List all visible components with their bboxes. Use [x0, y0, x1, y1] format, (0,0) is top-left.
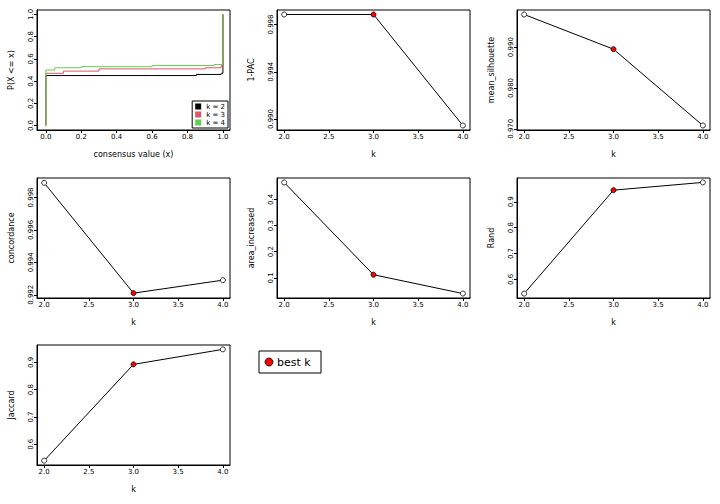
svg-text:1.0: 1.0	[27, 9, 35, 20]
svg-text:0.4: 0.4	[267, 193, 275, 205]
svg-text:3.5: 3.5	[653, 133, 664, 141]
svg-text:1.0: 1.0	[217, 133, 228, 141]
svg-text:0.8: 0.8	[27, 31, 35, 42]
svg-text:0.3: 0.3	[267, 220, 275, 231]
svg-text:0.998: 0.998	[267, 15, 275, 35]
svg-text:0.0: 0.0	[27, 120, 35, 131]
svg-text:4.0: 4.0	[697, 301, 708, 309]
svg-text:0.7: 0.7	[507, 248, 515, 259]
svg-text:P(X <= x): P(X <= x)	[7, 50, 16, 90]
svg-text:0.6: 0.6	[507, 273, 515, 285]
svg-text:3.0: 3.0	[368, 301, 379, 309]
svg-text:Jaccard: Jaccard	[7, 390, 16, 420]
svg-text:area_increased: area_increased	[247, 208, 256, 269]
svg-text:k = 3: k = 3	[206, 111, 225, 119]
svg-text:2.5: 2.5	[563, 301, 574, 309]
svg-text:0.994: 0.994	[27, 252, 35, 273]
svg-text:k: k	[131, 318, 136, 327]
svg-text:3.5: 3.5	[413, 133, 424, 141]
svg-text:2.5: 2.5	[83, 468, 94, 476]
svg-text:k = 4: k = 4	[206, 119, 225, 127]
svg-text:0.994: 0.994	[267, 61, 275, 82]
svg-text:2.5: 2.5	[323, 133, 334, 141]
svg-text:2.5: 2.5	[563, 133, 574, 141]
svg-text:consensus value (x): consensus value (x)	[94, 150, 174, 159]
svg-text:0.2: 0.2	[76, 133, 87, 141]
svg-text:0.2: 0.2	[27, 98, 35, 109]
svg-text:k: k	[371, 318, 376, 327]
svg-text:0.6: 0.6	[27, 53, 35, 65]
svg-text:0.8: 0.8	[507, 222, 515, 233]
svg-text:1-PAC: 1-PAC	[247, 58, 256, 82]
svg-text:0.970: 0.970	[507, 119, 515, 139]
svg-text:0.2: 0.2	[267, 246, 275, 257]
svg-text:0.980: 0.980	[507, 78, 515, 98]
svg-text:k: k	[131, 485, 136, 494]
svg-text:concordance: concordance	[7, 212, 16, 263]
svg-text:0.8: 0.8	[27, 384, 35, 395]
svg-text:0.8: 0.8	[182, 133, 193, 141]
svg-text:4.0: 4.0	[217, 301, 228, 309]
svg-text:3.5: 3.5	[173, 468, 184, 476]
svg-text:0.9: 0.9	[507, 196, 515, 207]
svg-text:2.0: 2.0	[279, 301, 290, 309]
svg-text:3.0: 3.0	[128, 301, 139, 309]
svg-text:k: k	[611, 150, 616, 159]
svg-text:2.5: 2.5	[323, 301, 334, 309]
svg-text:2.0: 2.0	[39, 301, 50, 309]
svg-text:k = 2: k = 2	[206, 103, 225, 111]
svg-text:0.992: 0.992	[27, 285, 35, 305]
svg-text:3.0: 3.0	[128, 468, 139, 476]
svg-text:3.5: 3.5	[173, 301, 184, 309]
svg-text:0.0: 0.0	[40, 133, 51, 141]
svg-text:0.4: 0.4	[27, 75, 35, 87]
svg-text:0.998: 0.998	[27, 187, 35, 207]
svg-text:2.0: 2.0	[39, 468, 50, 476]
svg-text:0.990: 0.990	[267, 109, 275, 129]
svg-text:0.6: 0.6	[147, 133, 159, 141]
svg-text:3.0: 3.0	[608, 301, 619, 309]
svg-text:2.0: 2.0	[519, 301, 530, 309]
svg-text:2.0: 2.0	[279, 133, 290, 141]
svg-text:4.0: 4.0	[457, 133, 468, 141]
svg-text:4.0: 4.0	[217, 468, 228, 476]
svg-text:3.0: 3.0	[368, 133, 379, 141]
svg-text:0.990: 0.990	[507, 37, 515, 57]
svg-text:3.0: 3.0	[608, 133, 619, 141]
svg-text:k: k	[611, 318, 616, 327]
svg-text:4.0: 4.0	[697, 133, 708, 141]
svg-text:0.7: 0.7	[27, 411, 35, 422]
svg-text:Rand: Rand	[487, 228, 496, 248]
svg-text:best k: best k	[277, 356, 311, 369]
svg-text:mean_silhouette: mean_silhouette	[487, 37, 496, 104]
svg-text:0.4: 0.4	[111, 133, 123, 141]
svg-text:0.996: 0.996	[27, 219, 35, 240]
svg-text:0.6: 0.6	[27, 438, 35, 450]
svg-text:4.0: 4.0	[457, 301, 468, 309]
svg-text:0.1: 0.1	[267, 272, 275, 283]
svg-text:k: k	[371, 150, 376, 159]
svg-text:3.5: 3.5	[413, 301, 424, 309]
svg-text:2.0: 2.0	[519, 133, 530, 141]
svg-text:2.5: 2.5	[83, 301, 94, 309]
svg-text:0.9: 0.9	[27, 357, 35, 368]
svg-text:3.5: 3.5	[653, 301, 664, 309]
